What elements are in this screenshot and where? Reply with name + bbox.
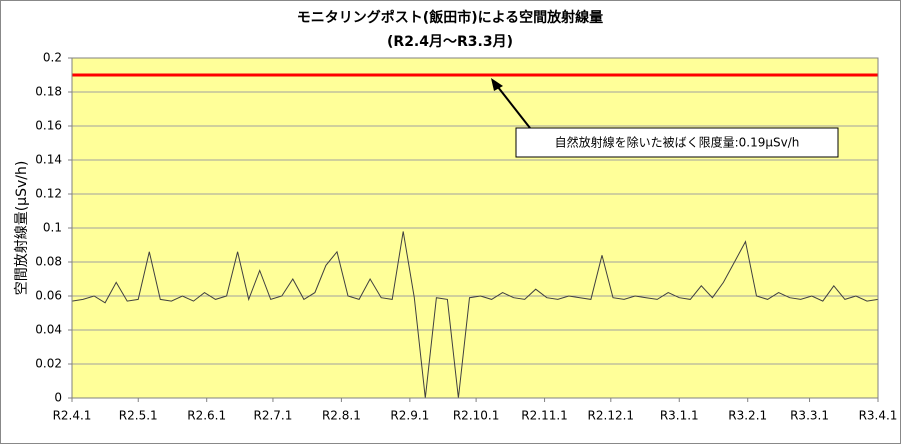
annotation-box <box>515 127 839 158</box>
x-tick-label: R2.11.1 <box>521 409 568 423</box>
y-tick-label: 0.2 <box>43 51 62 65</box>
x-tick-label: R3.3.1 <box>790 409 829 423</box>
x-tick-label: R2.6.1 <box>187 409 226 423</box>
arrow-head <box>491 78 503 91</box>
x-tick-label: R2.5.1 <box>119 409 158 423</box>
x-tick-label: R2.8.1 <box>322 409 361 423</box>
chart-subtitle: (R2.4月～R3.3月) <box>387 34 513 50</box>
y-tick-label: 0 <box>54 391 62 405</box>
y-tick-label: 0.08 <box>35 255 62 269</box>
y-tick-label: 0.18 <box>35 85 62 99</box>
x-tick-label: R2.9.1 <box>390 409 429 423</box>
y-tick-label: 0.04 <box>35 323 62 337</box>
marks <box>71 73 879 399</box>
x-tick-label: R2.10.1 <box>453 409 500 423</box>
data-line <box>71 231 879 399</box>
y-axis-label: 空間放射線量(μSv/h) <box>14 161 30 296</box>
y-tick-label: 0.02 <box>35 357 62 371</box>
arrow <box>493 81 531 129</box>
y-tick-label: 0.06 <box>35 289 62 303</box>
chart-title: モニタリングポスト(飯田市)による空間放射線量 <box>297 9 603 26</box>
x-tick-label: R3.2.1 <box>728 409 767 423</box>
x-tick-label: R2.4.1 <box>53 409 92 423</box>
x-tick-label: R2.12.1 <box>588 409 635 423</box>
y-tick-label: 0.14 <box>35 153 62 167</box>
x-tick-label: R3.1.1 <box>660 409 699 423</box>
y-tick-label: 0.12 <box>35 187 62 201</box>
y-tick-label: 0.16 <box>35 119 62 133</box>
y-tick-label: 0.1 <box>43 221 62 235</box>
x-tick-label: R3.4.1 <box>859 409 898 423</box>
plot-border <box>71 57 879 399</box>
x-tick-label: R2.7.1 <box>254 409 293 423</box>
annotation: 自然放射線を除いた被ばく限度量:0.19μSv/h <box>555 135 800 150</box>
